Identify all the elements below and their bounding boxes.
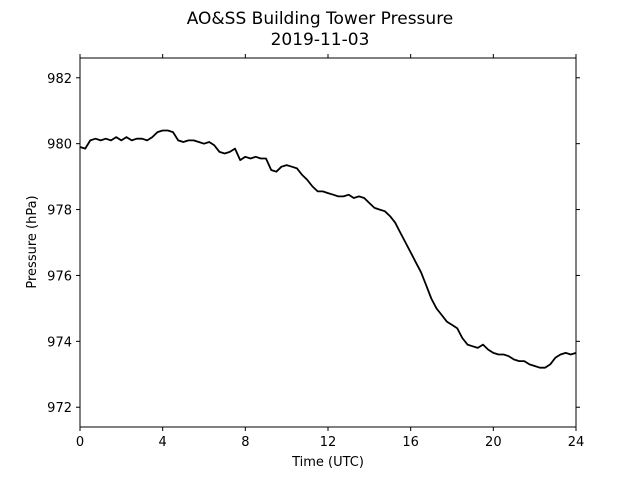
plot-frame (79, 57, 577, 428)
x-tick-label-20: 20 (485, 435, 502, 450)
chart-subtitle: 2019-11-03 (271, 30, 370, 50)
series-line-0 (79, 129, 577, 369)
x-axis-label: Time (UTC) (291, 455, 364, 470)
x-tick-label-24: 24 (568, 435, 585, 450)
y-tick-label-980: 980 (47, 138, 72, 153)
x-tick-label-16: 16 (402, 435, 419, 450)
y-tick-label-974: 974 (47, 335, 72, 350)
plot-area: 0 4 8 12 16 20 24 972 974 976 978 980 982 (47, 54, 584, 450)
y-tick-label-982: 982 (47, 72, 72, 87)
x-tick-label-8: 8 (241, 435, 249, 450)
y-tick-label-972: 972 (47, 401, 72, 416)
y-axis-label: Pressure (hPa) (25, 195, 40, 288)
x-tick-label-4: 4 (159, 435, 167, 450)
y-tick-label-976: 976 (47, 269, 72, 284)
x-tick-label-0: 0 (76, 435, 84, 450)
x-tick-label-12: 12 (320, 435, 337, 450)
chart-title: AO&SS Building Tower Pressure (187, 9, 454, 29)
y-tick-label-978: 978 (47, 204, 72, 219)
